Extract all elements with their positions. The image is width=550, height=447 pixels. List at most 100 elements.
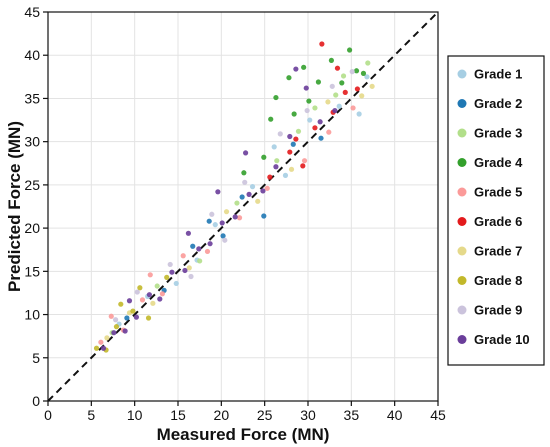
- data-point: [124, 315, 130, 321]
- data-point: [154, 283, 160, 289]
- data-point: [312, 105, 318, 111]
- data-point: [180, 253, 186, 259]
- data-point: [273, 94, 279, 101]
- data-point: [356, 111, 362, 117]
- series-3: [109, 60, 371, 336]
- legend-marker: [457, 217, 467, 226]
- data-point: [113, 317, 119, 323]
- legend-item: Grade 2: [457, 96, 522, 111]
- data-point: [347, 47, 353, 53]
- y-tick-label: 0: [32, 393, 40, 409]
- data-point: [339, 80, 345, 86]
- data-point: [291, 111, 297, 117]
- data-point: [139, 297, 146, 303]
- data-point: [197, 258, 203, 264]
- data-point: [273, 164, 279, 170]
- data-point: [223, 209, 230, 215]
- data-point: [349, 69, 355, 75]
- data-point: [209, 211, 215, 217]
- data-point: [234, 200, 240, 206]
- legend-label: Grade 3: [474, 126, 522, 141]
- data-point: [332, 107, 338, 114]
- data-point: [354, 86, 360, 92]
- legend-label: Grade 4: [474, 155, 523, 170]
- series-8: [93, 274, 170, 353]
- legend-label: Grade 2: [474, 96, 522, 111]
- data-point: [264, 185, 270, 191]
- data-point: [287, 149, 293, 155]
- x-tick-label: 40: [387, 407, 403, 423]
- data-point: [215, 189, 221, 195]
- data-point: [190, 243, 196, 249]
- y-tick-label: 15: [24, 263, 40, 279]
- data-point: [246, 191, 252, 197]
- data-point: [293, 136, 299, 142]
- data-point: [271, 144, 277, 150]
- data-point: [145, 315, 152, 321]
- data-point: [360, 70, 367, 76]
- data-point: [318, 135, 324, 141]
- legend-marker: [457, 99, 467, 108]
- series-7: [104, 83, 375, 341]
- data-point: [293, 66, 299, 72]
- legend-item: Grade 8: [457, 273, 522, 288]
- series-4: [241, 47, 367, 176]
- data-point: [111, 330, 117, 336]
- data-point: [113, 324, 120, 330]
- legend-marker: [457, 187, 467, 197]
- data-point: [242, 179, 248, 185]
- x-tick-label: 45: [430, 407, 446, 423]
- series-6: [267, 41, 360, 180]
- legend-marker: [457, 158, 467, 167]
- data-point: [329, 83, 335, 89]
- series-5: [98, 105, 356, 345]
- data-point: [241, 170, 247, 176]
- legend-label: Grade 10: [474, 332, 530, 347]
- data-point: [104, 335, 110, 341]
- data-point: [249, 184, 256, 190]
- y-tick-label: 25: [24, 177, 40, 193]
- legend-marker: [457, 305, 467, 315]
- y-tick-label: 30: [24, 134, 40, 150]
- y-tick-label: 20: [24, 220, 40, 236]
- series-2: [124, 135, 324, 321]
- y-tick-label: 35: [24, 90, 40, 106]
- data-point: [295, 128, 302, 134]
- data-point: [300, 163, 306, 169]
- legend-marker: [457, 69, 467, 79]
- y-tick-label: 10: [24, 307, 40, 323]
- x-tick-label: 0: [44, 407, 52, 423]
- data-point: [350, 105, 356, 111]
- data-point: [243, 150, 249, 156]
- x-tick-label: 35: [344, 407, 360, 423]
- legend-label: Grade 5: [474, 185, 522, 200]
- data-point: [365, 60, 371, 66]
- data-point: [364, 74, 370, 80]
- data-point: [137, 285, 143, 291]
- y-tick-label: 5: [32, 350, 40, 366]
- reference-line-group: [47, 11, 439, 402]
- data-point: [340, 73, 347, 79]
- data-point: [304, 107, 310, 114]
- legend-item: Grade 3: [457, 126, 522, 141]
- data-point: [369, 83, 375, 89]
- legend-item: Grade 5: [457, 185, 522, 200]
- data-point: [359, 93, 365, 99]
- data-point: [212, 222, 218, 228]
- data-point: [326, 129, 332, 135]
- data-point: [222, 237, 228, 243]
- data-point: [130, 308, 136, 314]
- data-point: [267, 174, 273, 180]
- y-axis-ticks: 0 5 10 15 20 25 30 35 40 45: [24, 4, 48, 409]
- data-point: [100, 345, 107, 351]
- legend-item: Grade 7: [457, 244, 522, 259]
- data-point: [239, 194, 245, 200]
- data-point: [108, 313, 114, 319]
- data-point: [118, 301, 124, 307]
- data-point: [306, 98, 312, 104]
- data-point: [286, 75, 292, 81]
- x-tick-label: 10: [127, 407, 143, 423]
- data-point: [206, 218, 212, 224]
